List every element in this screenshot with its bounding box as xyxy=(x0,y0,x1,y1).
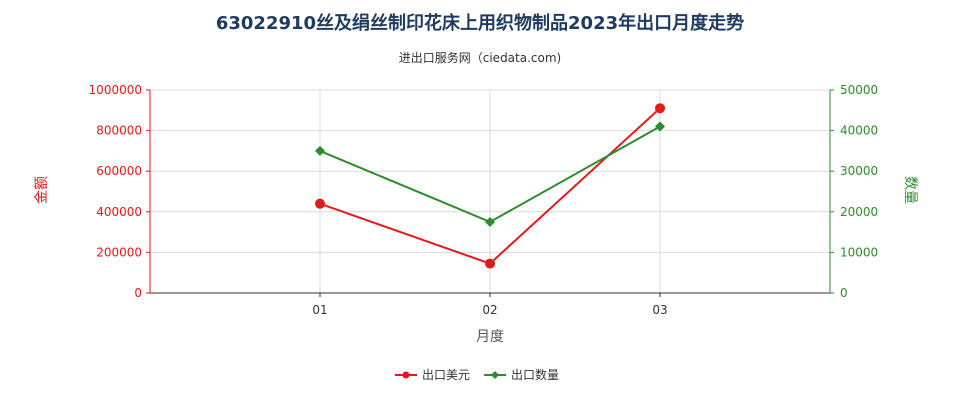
tick-label-right: 20000 xyxy=(840,205,878,219)
x-axis-label: 月度 xyxy=(476,329,504,345)
series-point-0[interactable] xyxy=(315,198,325,209)
right-ticks: 0 10000 20000 30000 40000 50000 xyxy=(830,83,878,300)
series-point-1[interactable] xyxy=(485,216,495,227)
tick-label-right: 30000 xyxy=(840,164,878,178)
left-ticks: 0 200000 400000 600000 800000 1000000 xyxy=(89,83,150,300)
legend-label-export-qty: 出口数量 xyxy=(511,367,559,382)
tick-label-left: 800000 xyxy=(96,124,142,138)
tick-label-x: 03 xyxy=(652,303,667,317)
tick-label-left: 200000 xyxy=(96,245,142,259)
tick-label-left: 400000 xyxy=(96,205,142,219)
y-axis-label-right: 数量 xyxy=(902,176,918,204)
legend-item-export-qty[interactable]: 出口数量 xyxy=(484,367,559,382)
legend: 出口美元 出口数量 xyxy=(395,367,559,382)
tick-label-right: 10000 xyxy=(840,245,878,259)
grid xyxy=(150,89,830,293)
series-point-0[interactable] xyxy=(485,258,495,269)
legend-label-export-usd: 出口美元 xyxy=(422,368,470,382)
series-layer xyxy=(315,103,665,269)
chart-title: 63022910丝及绢丝制印花床上用织物制品2023年出口月度走势 xyxy=(216,12,744,34)
series-point-1[interactable] xyxy=(655,121,665,132)
series-point-1[interactable] xyxy=(315,145,325,156)
legend-marker-export-qty xyxy=(491,371,499,379)
tick-label-right: 0 xyxy=(840,286,848,300)
tick-label-right: 50000 xyxy=(840,83,878,97)
tick-label-left: 600000 xyxy=(96,164,142,178)
tick-label-x: 01 xyxy=(312,303,327,317)
legend-item-export-usd[interactable]: 出口美元 xyxy=(395,368,470,382)
y-axis-label-left: 金额 xyxy=(34,176,50,204)
tick-label-right: 40000 xyxy=(840,124,878,138)
tick-label-left: 1000000 xyxy=(89,83,142,97)
series-point-0[interactable] xyxy=(655,103,665,114)
x-ticks: 01 02 03 xyxy=(312,293,668,317)
chart-subtitle: 进出口服务网（ciedata.com) xyxy=(399,50,561,65)
tick-label-x: 02 xyxy=(482,303,497,317)
legend-marker-export-usd xyxy=(402,371,410,379)
tick-label-left: 0 xyxy=(134,286,142,300)
